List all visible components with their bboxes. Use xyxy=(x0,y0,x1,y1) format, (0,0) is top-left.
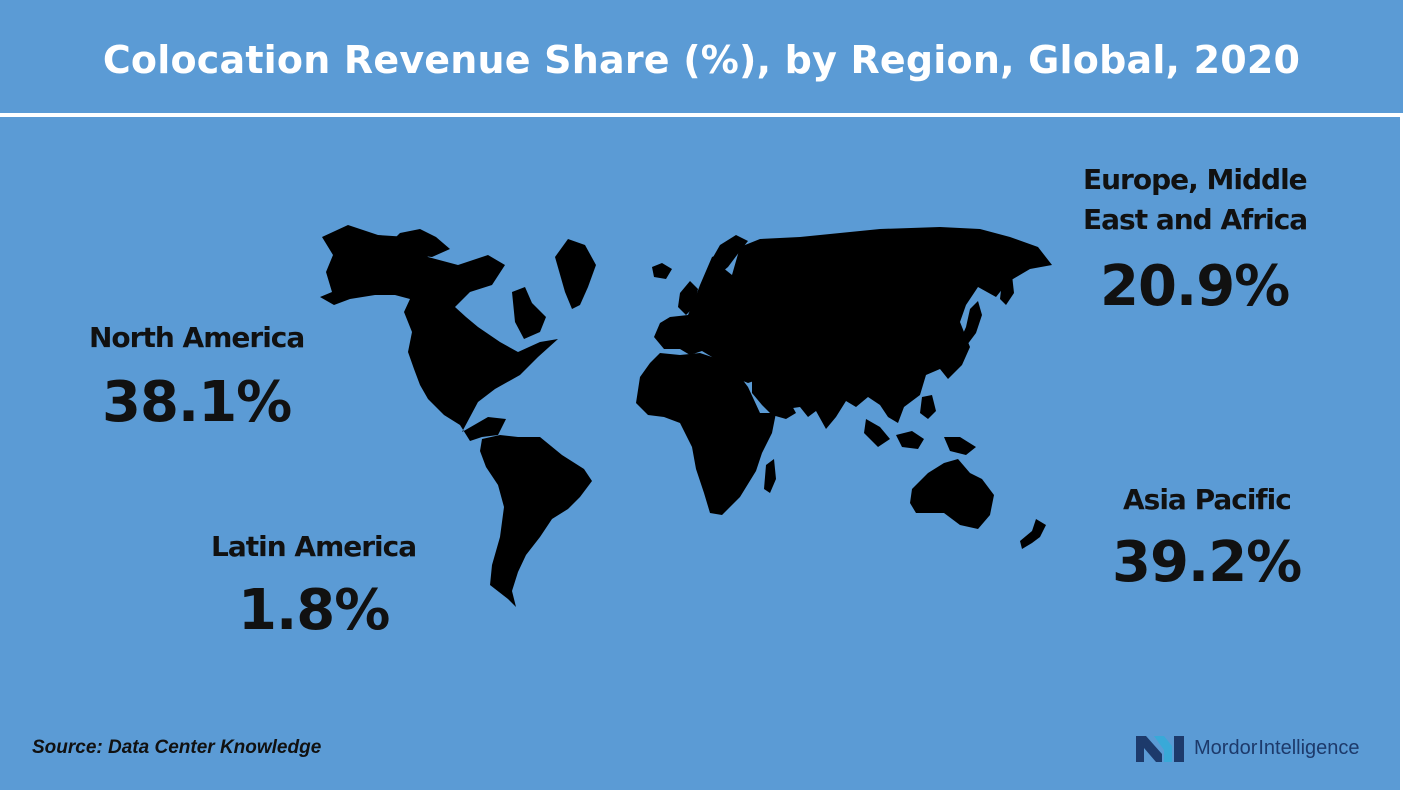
labrador-landmass xyxy=(512,287,546,339)
region-value-latin-america: 1.8% xyxy=(238,578,390,643)
region-value-north-america: 38.1% xyxy=(102,370,292,435)
southeast-asia-islands xyxy=(864,419,890,447)
new-guinea-landmass xyxy=(944,437,976,455)
africa-landmass xyxy=(636,353,776,515)
madagascar-landmass xyxy=(764,459,776,493)
region-value-emea: 20.9% xyxy=(1100,254,1290,319)
mordor-intelligence-logo: Mordor Intelligence xyxy=(1136,733,1360,763)
iceland-landmass xyxy=(652,263,672,279)
indonesia-islands xyxy=(896,431,924,449)
philippines-islands xyxy=(920,395,936,419)
brand-name-mordor: Mordor xyxy=(1194,736,1258,759)
region-name-asia-pacific: Asia Pacific xyxy=(1123,483,1292,516)
region-name-north-america: North America xyxy=(89,321,305,354)
south-america-landmass xyxy=(480,435,592,607)
page-title: Colocation Revenue Share (%), by Region,… xyxy=(102,38,1301,82)
region-name-latin-america: Latin America xyxy=(211,530,417,563)
japan-landmass xyxy=(958,301,982,349)
title-banner: Colocation Revenue Share (%), by Region,… xyxy=(0,0,1403,113)
north-america-landmass xyxy=(320,225,558,441)
eurasia-landmass xyxy=(654,227,1052,429)
map-panel xyxy=(0,117,1400,790)
region-value-asia-pacific: 39.2% xyxy=(1112,530,1302,595)
new-zealand-landmass xyxy=(1020,519,1046,549)
region-name-emea-line1: Europe, Middle xyxy=(1083,163,1308,196)
arabia-landmass xyxy=(752,379,796,419)
mordor-intelligence-logo-icon xyxy=(1136,736,1184,762)
brand-name-intelligence: Intelligence xyxy=(1258,736,1360,759)
australia-landmass xyxy=(910,459,994,529)
scandinavia-landmass xyxy=(712,235,748,277)
source-note: Source: Data Center Knowledge xyxy=(32,737,322,758)
arctic-islands xyxy=(388,229,450,257)
region-name-emea-line2: East and Africa xyxy=(1083,203,1308,236)
greenland-landmass xyxy=(555,239,596,309)
world-map xyxy=(320,225,1052,607)
sakhalin-landmass xyxy=(1000,275,1014,305)
